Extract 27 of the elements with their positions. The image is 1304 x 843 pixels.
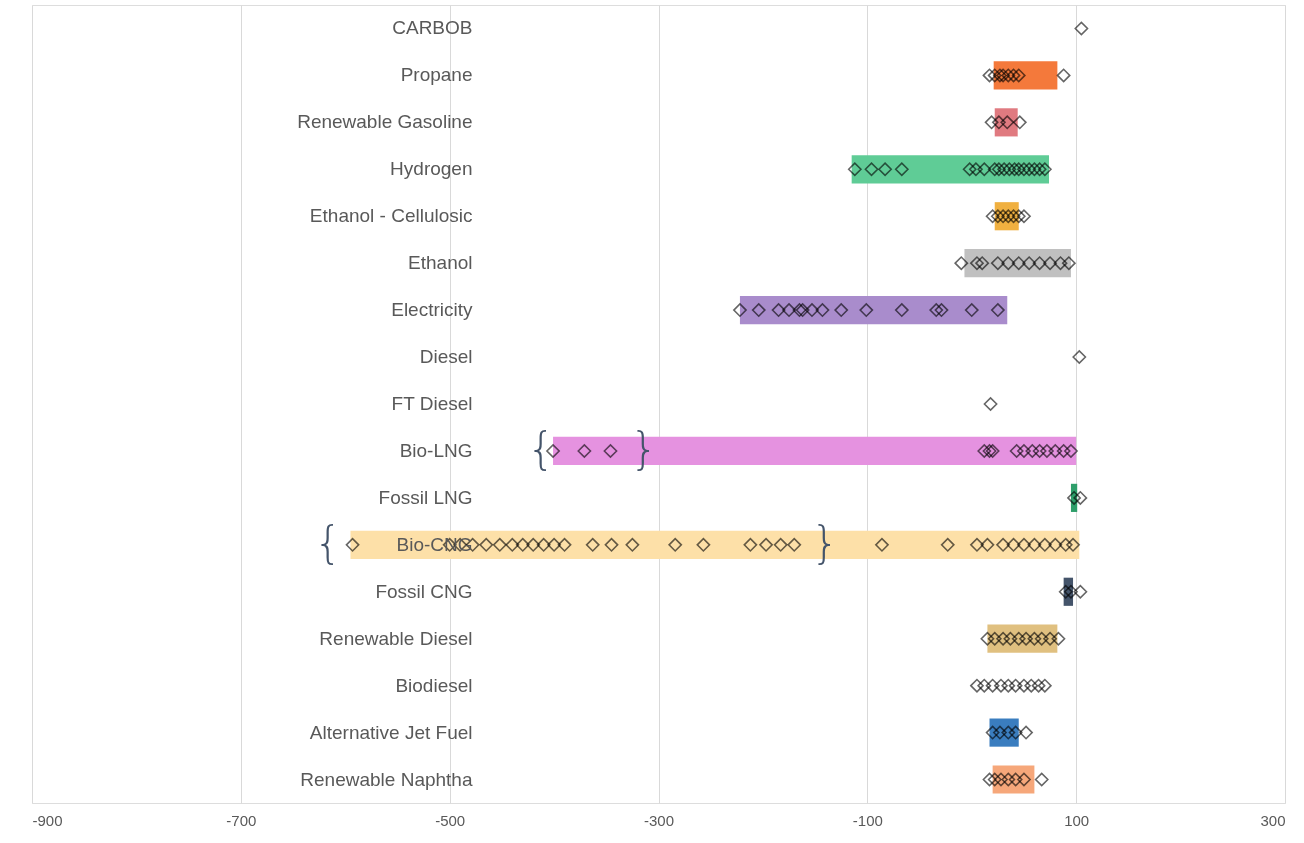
x-tick-label: 100 [1064,811,1090,829]
y-tick-label: Ethanol [408,252,473,274]
y-tick-label: Fossil CNG [375,580,473,602]
y-tick-label: Renewable Gasoline [297,111,473,133]
y-tick-label: Renewable Naphtha [300,768,473,790]
y-tick-label: Diesel [419,346,473,368]
y-tick-label: FT Diesel [391,393,473,414]
y-tick-label: Biodiesel [395,674,473,696]
y-tick-label: CARBOB [392,17,473,39]
y-tick-label: Renewable Diesel [319,627,473,649]
y-tick-label: Fossil LNG [378,486,473,508]
x-tick-label: 300 [1260,811,1286,829]
annotation: } [630,423,658,474]
y-tick-label: Ethanol - Cellulosic [309,205,473,227]
annotation: { [527,423,555,474]
x-tick-label: -300 [643,811,675,829]
x-tick-label: -100 [852,811,883,829]
annotation: { [314,517,342,568]
annotation: } [811,517,839,568]
y-tick-label: Alternative Jet Fuel [309,721,473,743]
y-tick-label: Propane [400,64,473,86]
x-tick-label: -900 [32,811,63,829]
y-tick-label: Hydrogen [390,158,473,180]
y-tick-label: Electricity [391,299,473,321]
x-tick-label: -500 [435,811,466,829]
x-tick-label: -700 [226,811,257,829]
y-tick-label: Bio-LNG [399,439,473,461]
